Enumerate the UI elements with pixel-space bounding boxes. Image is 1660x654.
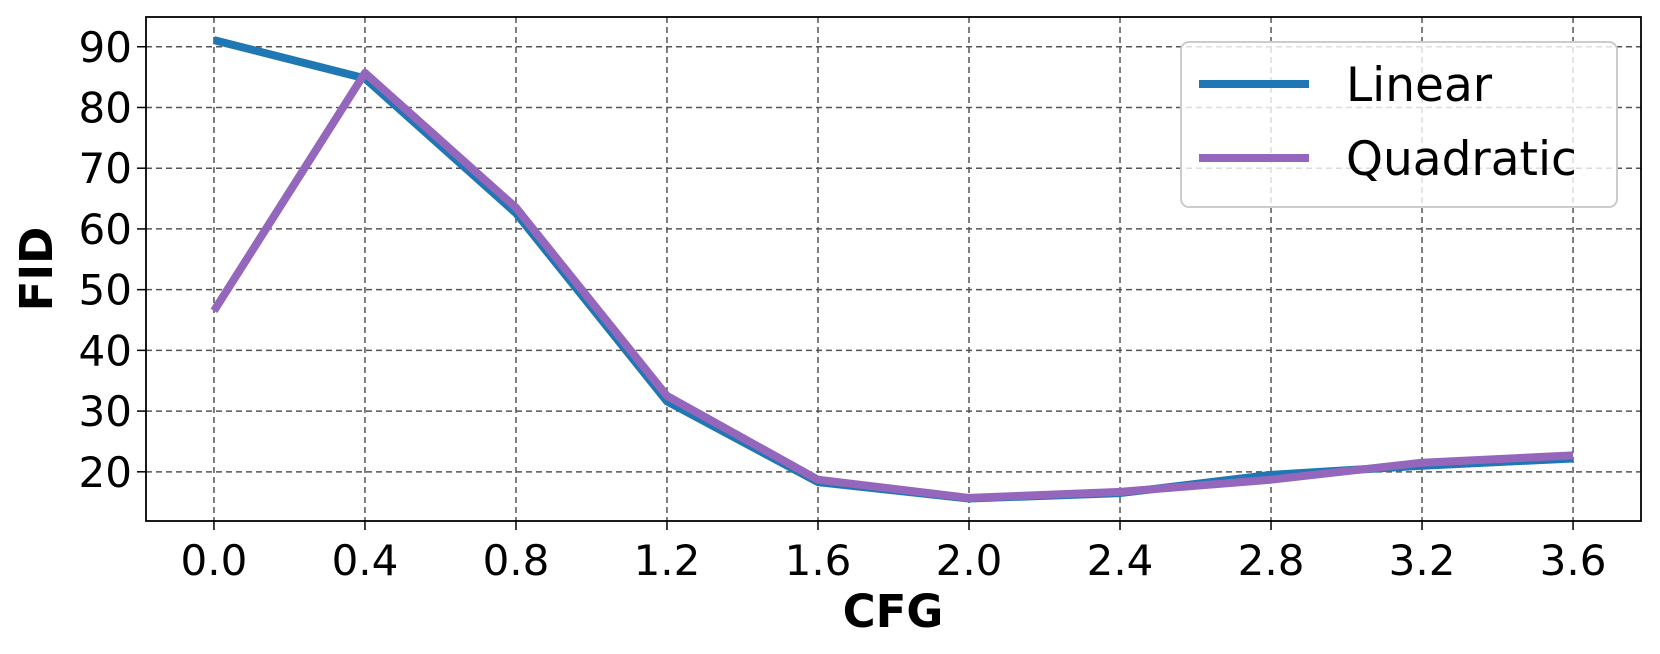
x-tick-label: 2.8 <box>1238 536 1305 585</box>
y-tick-label: 80 <box>79 83 132 132</box>
y-tick-label: 70 <box>79 144 132 193</box>
x-tick-label: 1.2 <box>634 536 701 585</box>
plot-frame <box>145 16 1642 522</box>
y-tick-label: 40 <box>79 326 132 375</box>
legend-label: Linear <box>1346 58 1493 113</box>
y-tick-label: 90 <box>79 23 132 72</box>
x-axis-label: CFG <box>843 585 944 638</box>
y-tick-label: 50 <box>79 266 132 315</box>
x-tick-label: 0.4 <box>332 536 399 585</box>
x-tick-label: 3.2 <box>1389 536 1456 585</box>
y-tick-label: 60 <box>79 205 132 254</box>
x-tick-label: 1.6 <box>785 536 852 585</box>
y-tick-label: 20 <box>79 448 132 497</box>
x-tick-label: 3.6 <box>1540 536 1607 585</box>
x-tick-label: 2.0 <box>936 536 1003 585</box>
y-tick-label: 30 <box>79 387 132 436</box>
x-tick-label: 0.8 <box>483 536 550 585</box>
legend-label: Quadratic <box>1346 132 1577 187</box>
data-line <box>210 68 1574 502</box>
x-tick-label: 0.0 <box>181 536 248 585</box>
x-tick-label: 2.4 <box>1087 536 1154 585</box>
y-axis-label: FID <box>10 227 63 312</box>
